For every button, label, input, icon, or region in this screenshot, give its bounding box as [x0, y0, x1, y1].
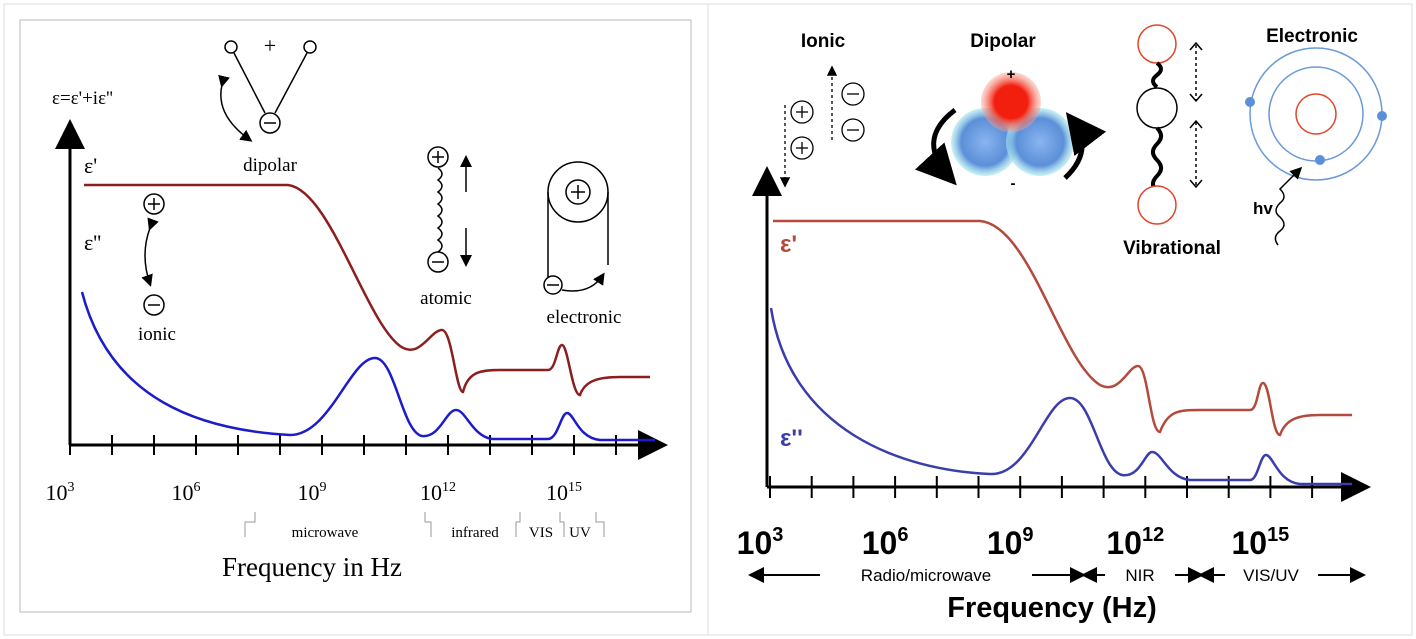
x-label: Frequency in Hz [222, 552, 402, 582]
band-label: Radio/microwave [861, 566, 991, 585]
y-label: ε=ε'+iε'' [52, 88, 113, 109]
tick-base: 10 [546, 480, 568, 505]
tick-exp: 9 [320, 480, 327, 495]
x-tick-label: 106 [862, 524, 909, 561]
dipolar-label: Dipolar [970, 31, 1036, 52]
electronic-icon [543, 161, 609, 295]
imag-curve [80, 291, 655, 442]
band-label: infrared [451, 525, 499, 541]
tick-exp: 6 [194, 480, 201, 495]
electronic-label: Electronic [1266, 26, 1358, 47]
tick-base: 10 [1106, 525, 1142, 561]
electronic-label: electronic [547, 307, 622, 328]
tick-base: 10 [298, 480, 320, 505]
tick-base: 10 [1231, 525, 1267, 561]
tick-base: 10 [420, 480, 442, 505]
x-tick-label: 109 [987, 524, 1034, 561]
x-tick-label: 103 [737, 524, 784, 561]
atomic-label: atomic [420, 288, 472, 309]
ionic-label: ionic [138, 324, 176, 345]
tick-base: 10 [172, 480, 194, 505]
tick-base: 10 [862, 525, 898, 561]
tick-base: 10 [46, 480, 68, 505]
tick-exp: 12 [442, 480, 456, 495]
x-tick-label: 106 [172, 480, 201, 505]
charge: + [1007, 66, 1016, 83]
band-label: UV [569, 525, 591, 541]
dipolar-icon [218, 40, 317, 142]
band-label: VIS/UV [1243, 566, 1299, 585]
left-frame [19, 19, 692, 613]
right-panel: ε' ε'' Ionic Dipolar + - Vibrational Ele… [748, 24, 1387, 624]
x-label: Frequency (Hz) [947, 592, 1156, 624]
imag-label: ε'' [84, 230, 101, 255]
band-label: VIS [529, 525, 553, 541]
real-label: ε' [84, 153, 97, 178]
tick-base: 10 [987, 525, 1023, 561]
x-ticks [69, 435, 617, 455]
imag-label: ε'' [780, 425, 803, 452]
x-tick-label: 1012 [1106, 524, 1164, 561]
charge: - [1011, 175, 1016, 192]
tick-base: 10 [737, 525, 773, 561]
tick-exp: 3 [68, 480, 75, 495]
band-label: microwave [292, 525, 359, 541]
x-tick-label: 103 [46, 480, 75, 505]
dipolar-icon [914, 72, 1107, 186]
band-brackets [244, 512, 605, 537]
ionic-icon [141, 193, 165, 316]
x-tick-label: 1015 [1231, 524, 1289, 561]
real-curve [773, 219, 1352, 437]
ionic-label: Ionic [801, 31, 846, 52]
imag-curve [769, 307, 1352, 486]
photon-label: hv [1253, 199, 1273, 218]
real-label: ε' [780, 231, 797, 258]
tick-exp: 6 [897, 524, 908, 546]
tick-exp: 9 [1022, 524, 1033, 546]
x-tick-label: 109 [298, 480, 327, 505]
left-panel: ε=ε'+iε'' ε' ε'' + dipolar ionic atomic … [52, 33, 668, 582]
x-tick-label: 1015 [546, 480, 582, 505]
dipolar-label: dipolar [243, 155, 297, 176]
tick-exp: 12 [1142, 524, 1164, 546]
plus: + [264, 33, 276, 58]
vibrational-label: Vibrational [1123, 238, 1221, 259]
ionic-icon [779, 65, 865, 188]
vibrational-icon [1136, 24, 1203, 225]
atomic-icon [427, 146, 472, 273]
tick-exp: 15 [568, 480, 582, 495]
tick-exp: 15 [1267, 524, 1289, 546]
band-label: NIR [1125, 566, 1154, 585]
electronic-icon [1245, 47, 1387, 246]
real-curve [84, 183, 650, 397]
tick-exp: 3 [772, 524, 783, 546]
x-tick-label: 1012 [420, 480, 456, 505]
